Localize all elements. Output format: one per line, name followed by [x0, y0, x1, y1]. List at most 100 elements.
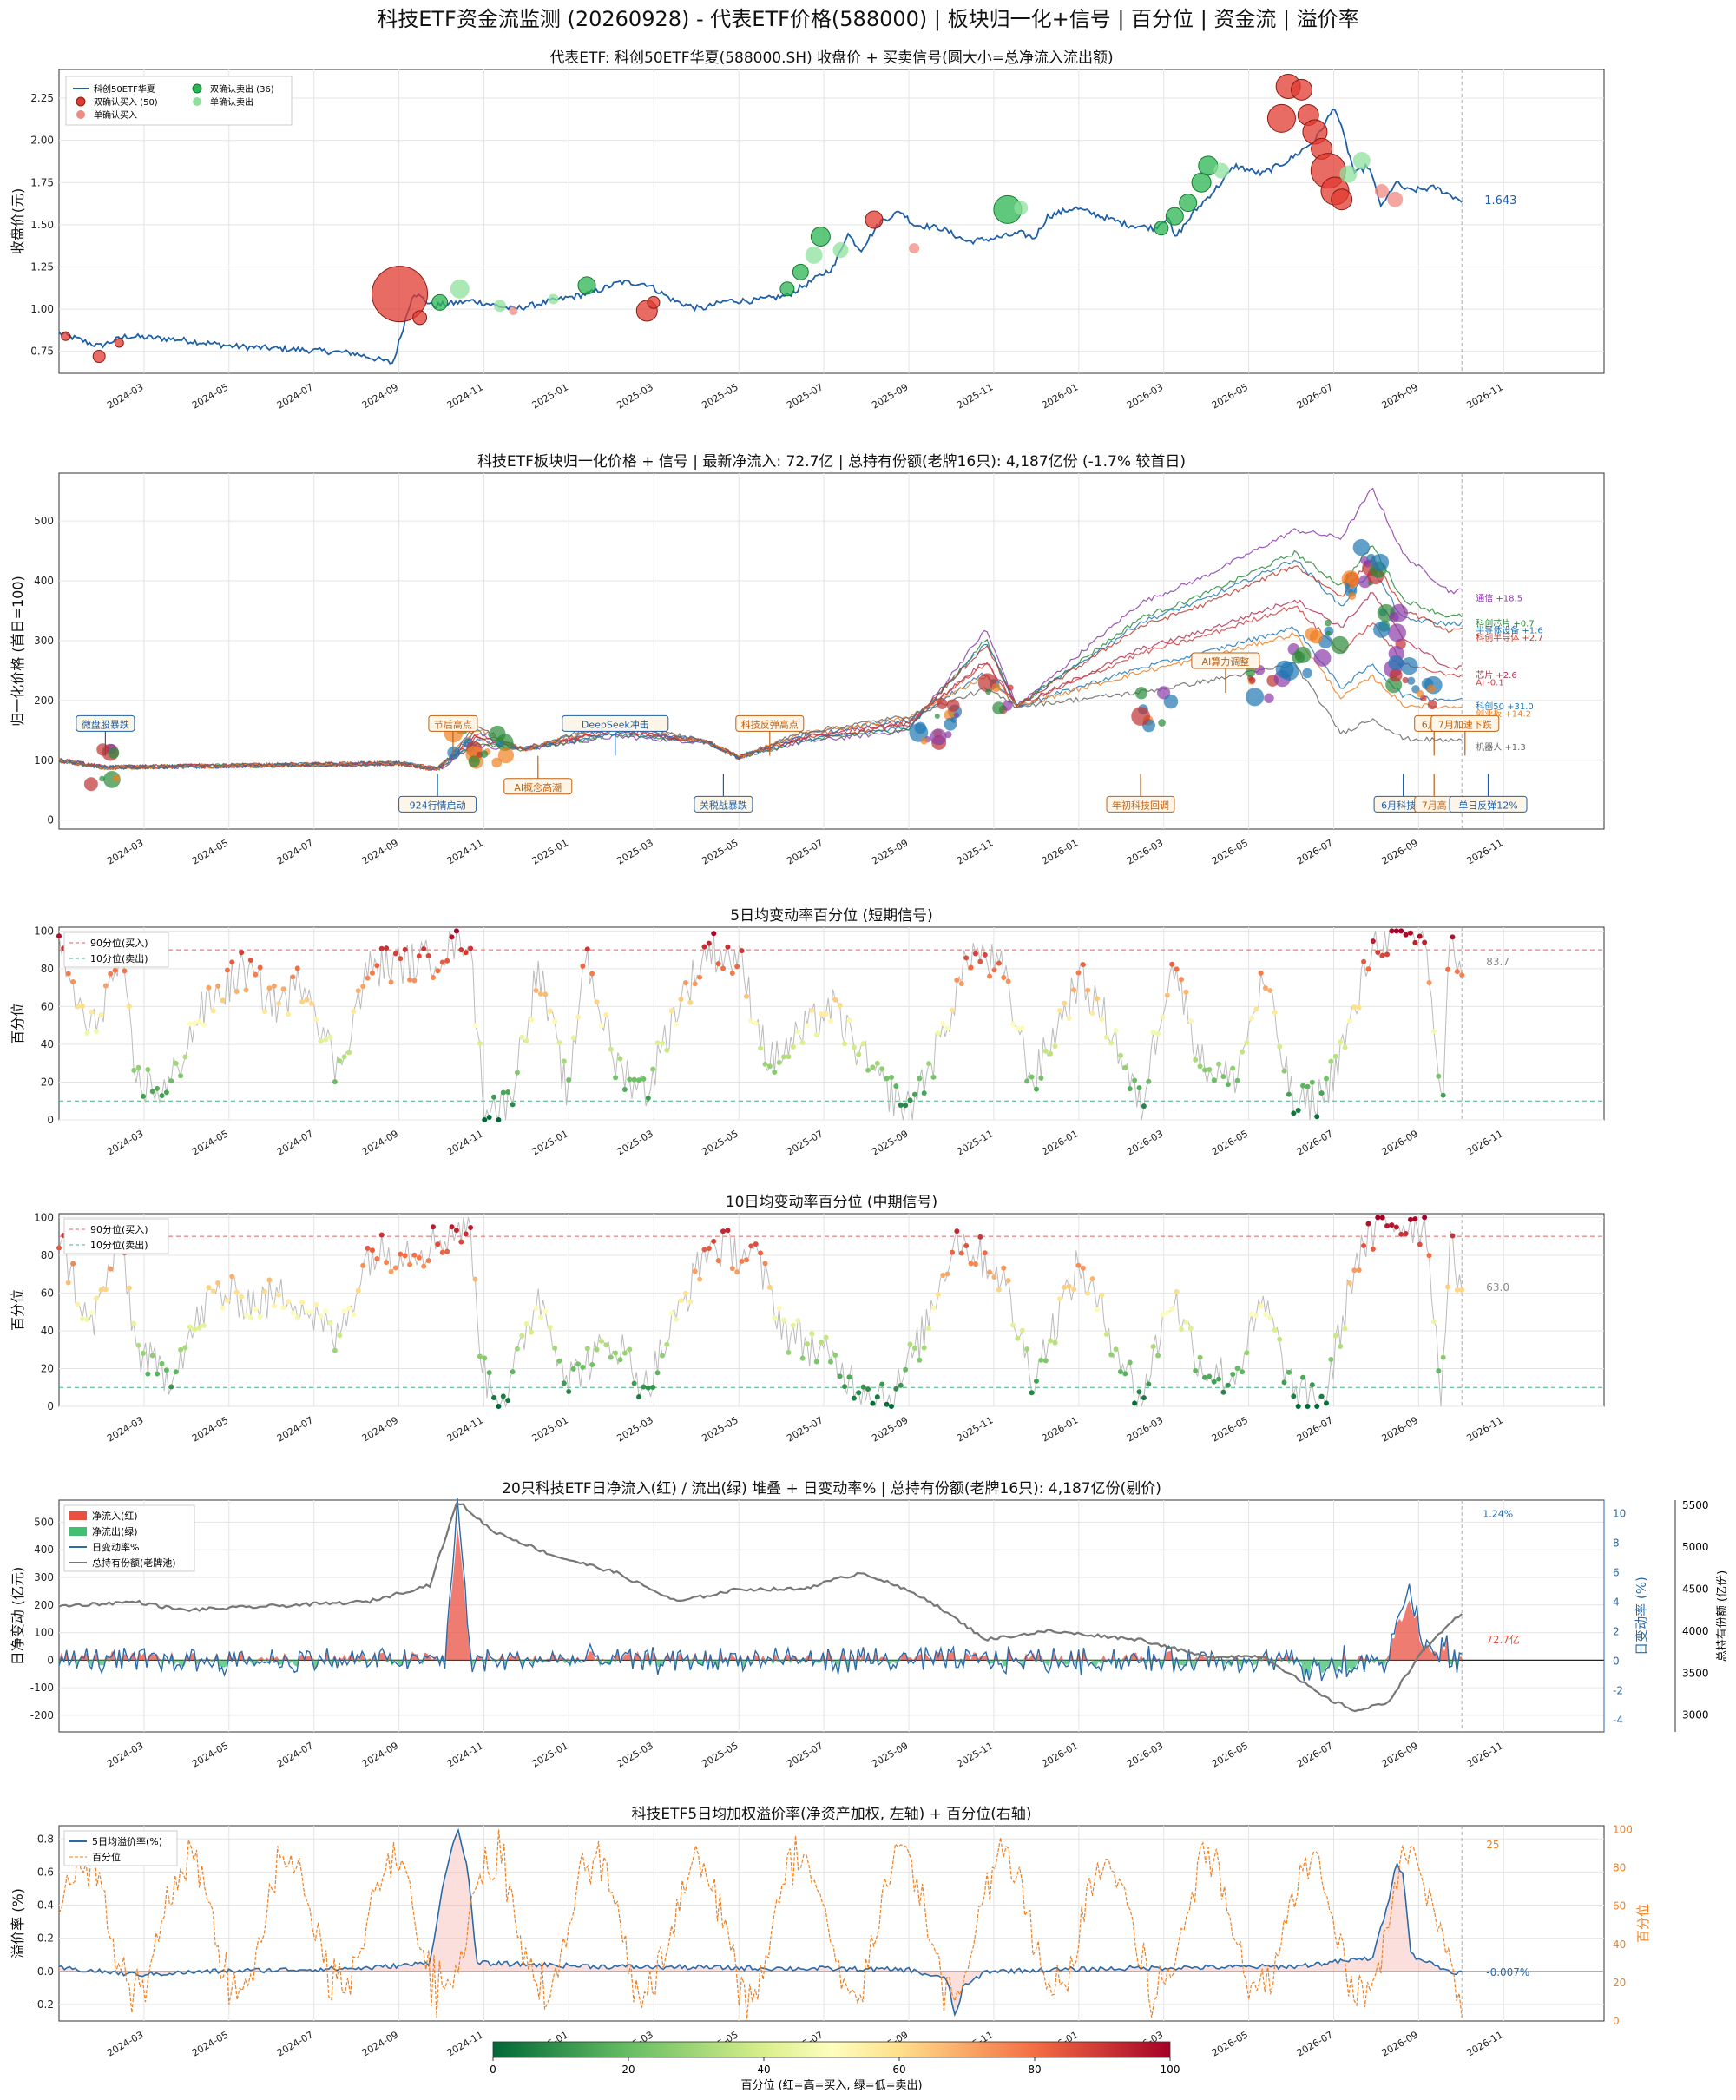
percentile-point: [1361, 958, 1367, 964]
percentile-point: [954, 1228, 960, 1234]
panel-pct10: 10日均变动率百分位 (中期信号) 0 20 40 60 80 100 2024-03 2024…: [10, 1194, 1605, 1445]
percentile-point: [1295, 1108, 1301, 1114]
percentile-point: [1201, 1374, 1207, 1380]
percentile-point: [505, 1398, 511, 1404]
x-tick-label: 2026-01: [1040, 1414, 1080, 1444]
percentile-point: [355, 988, 361, 994]
percentile-point: [360, 984, 366, 990]
percentile-point: [192, 1326, 198, 1333]
percentile-point: [1080, 962, 1086, 968]
legend-label: 日变动率%: [92, 1541, 139, 1553]
sector-signal-dot: [1348, 591, 1357, 600]
percentile-point: [1146, 1381, 1152, 1387]
percentile-point: [888, 1404, 894, 1409]
percentile-point: [290, 1310, 296, 1316]
percentile-point: [766, 1063, 773, 1070]
percentile-point: [1240, 1049, 1246, 1055]
percentile-point: [1248, 1016, 1254, 1022]
percentile-point: [486, 1370, 492, 1376]
percentile-point: [641, 1076, 647, 1082]
percentile-point: [1197, 1063, 1203, 1070]
percentile-axis-label: 百分位: [1635, 1904, 1651, 1943]
percentile-point: [416, 953, 422, 959]
panel-title: 代表ETF: 科创50ETF华夏(588000.SH) 收盘价 + 买卖信号(圆…: [549, 49, 1113, 67]
percentile-point: [1445, 966, 1451, 972]
x-tick-label: 2024-05: [190, 381, 230, 411]
percentile-point: [360, 1262, 366, 1268]
percentile-point: [491, 1094, 497, 1100]
sector-signal-dot: [1007, 684, 1014, 691]
percentile-point: [641, 1384, 647, 1390]
percentile-point: [407, 1261, 413, 1267]
percentile-point: [813, 1032, 819, 1038]
y-tick-label: 1.50: [30, 219, 54, 231]
percentile-point: [874, 1060, 880, 1066]
percentile-point: [1146, 1078, 1152, 1084]
percentile-point: [65, 971, 71, 977]
percentile-point: [1164, 992, 1170, 998]
signal-bubble: [1352, 152, 1371, 169]
percentile-point: [206, 1285, 212, 1291]
y-tick-label: 100: [34, 754, 54, 767]
legend: 净流入(红) 净流出(绿) 日变动率% 总持有份额(老牌池): [63, 1504, 195, 1572]
percentile-point: [1066, 1283, 1072, 1289]
percentile-point: [392, 1265, 398, 1271]
percentile-tick-label: 0: [1613, 2015, 1620, 2027]
sector-signal-dot: [1331, 635, 1349, 655]
legend-marker: [69, 1511, 87, 1520]
y-tick-label: 0.6: [37, 1866, 54, 1878]
percentile-point: [1150, 1344, 1156, 1350]
sector-signal-dot: [1344, 583, 1350, 589]
percentile-point: [1459, 972, 1465, 978]
sector-signal-dot: [1264, 693, 1274, 703]
percentile-point: [411, 978, 418, 984]
y-axis-label: 归一化价格 (首日=100): [10, 576, 26, 727]
percentile-point: [1117, 1052, 1123, 1058]
x-tick-label: 2026-05: [1210, 1414, 1250, 1444]
panel-title: 科技ETF板块归一化价格 + 信号 | 最新净流入: 72.7亿 | 总持有份额…: [477, 453, 1186, 471]
percentile-point: [1062, 1000, 1068, 1006]
percentile-point: [851, 1395, 857, 1401]
panel-sector: 科技ETF板块归一化价格 + 信号 | 最新净流入: 72.7亿 | 总持有份额…: [10, 453, 1605, 867]
percentile-point: [921, 1345, 927, 1351]
x-tick-label: 2026-11: [1464, 381, 1504, 411]
percentile-point: [903, 1366, 909, 1373]
percentile-point: [804, 1341, 810, 1347]
percentile-point: [94, 1029, 100, 1035]
percentile-point: [1089, 1276, 1095, 1282]
panel-premium: 科技ETF5日均加权溢价率(净资产加权, 左轴) + 百分位(右轴) -0.2 0.…: [10, 1806, 1651, 2059]
percentile-point: [711, 1238, 717, 1244]
percentile-point: [94, 1295, 100, 1301]
percentile-point: [1384, 1223, 1391, 1229]
percentile-line: [58, 1829, 1463, 2019]
series-end-label: 科创芯片 +0.7: [1476, 617, 1534, 629]
percentile-point: [425, 1258, 431, 1264]
percentile-point: [327, 1034, 333, 1040]
x-tick-label: 2024-09: [360, 1740, 400, 1769]
percentile-point: [879, 1066, 885, 1072]
x-tick-label: 2025-05: [700, 837, 740, 866]
legend-label: 10分位(卖出): [90, 952, 148, 964]
percentile-point: [977, 958, 983, 964]
percentile-point: [1155, 1030, 1161, 1037]
percentile-point: [692, 1268, 698, 1274]
percentile-point: [1127, 1359, 1133, 1366]
percentile-point: [271, 983, 277, 989]
percentile-point: [1300, 1083, 1306, 1089]
percentile-point: [398, 1251, 404, 1257]
percentile-point: [192, 1020, 198, 1026]
percentile-point: [682, 1290, 688, 1296]
y-tick-label: 0.4: [37, 1899, 54, 1912]
percentile-point: [1024, 1346, 1030, 1353]
percentile-point: [98, 1012, 104, 1018]
rate-tick-label: 10: [1613, 1507, 1626, 1519]
percentile-point: [1169, 1306, 1175, 1312]
x-tick-label: 2025-01: [530, 1740, 570, 1769]
colorbar-label: 百分位 (红=高=买入, 绿=低=卖出): [740, 2078, 922, 2092]
percentile-point: [701, 1247, 707, 1253]
panel-flow: 20只科技ETF日净流入(红) / 流出(绿) 堆叠 + 日变动率% | 总持有…: [10, 1480, 1729, 1770]
percentile-point: [1052, 1043, 1058, 1050]
percentile-point: [1234, 1077, 1240, 1083]
